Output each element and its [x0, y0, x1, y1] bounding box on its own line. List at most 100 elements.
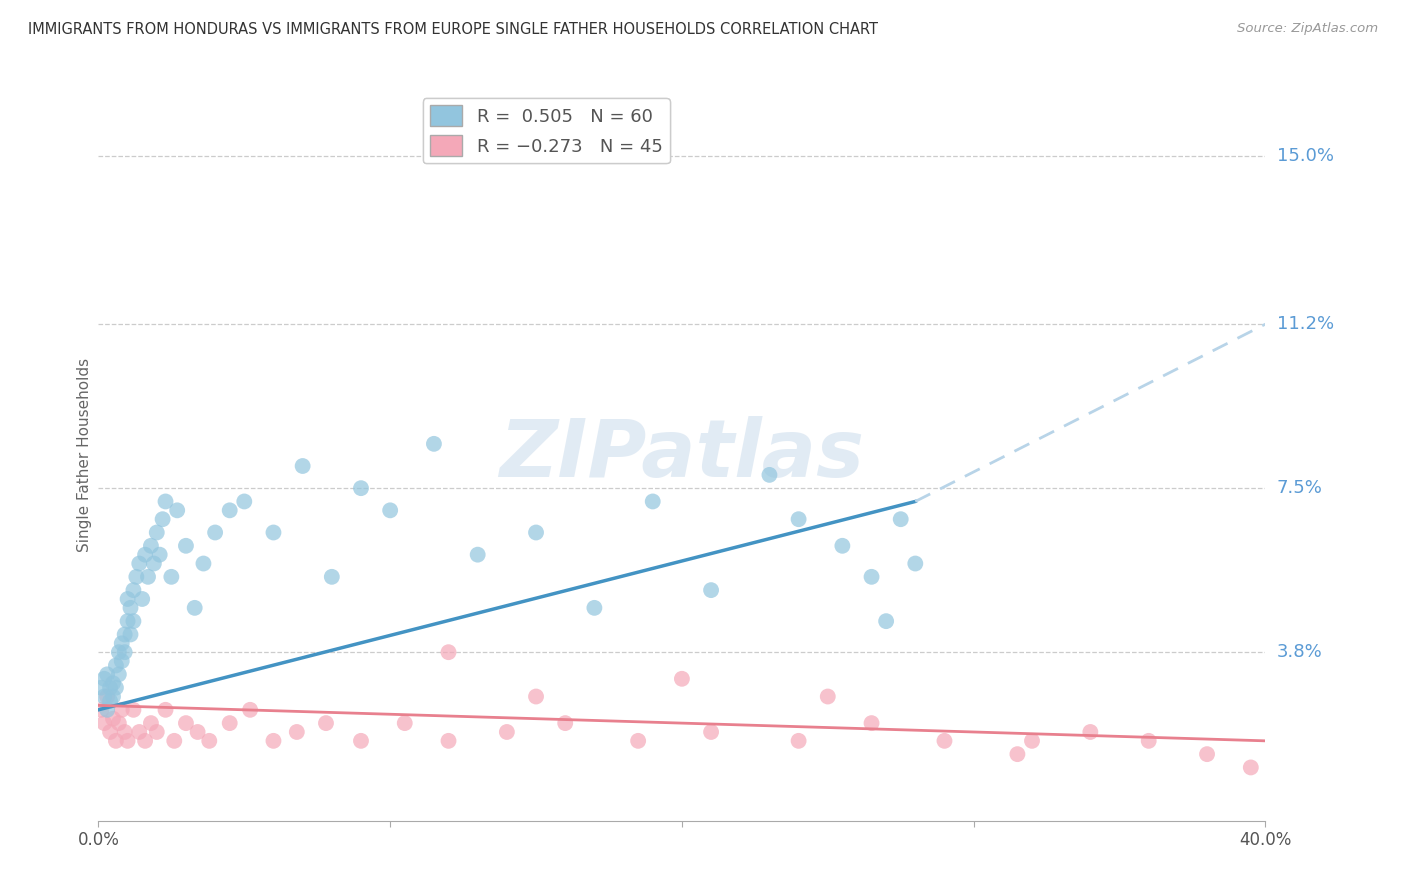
Point [904, 557, 927, 571]
Point [155, 703, 177, 717]
Point [291, 458, 314, 473]
Text: IMMIGRANTS FROM HONDURAS VS IMMIGRANTS FROM EUROPE SINGLE FATHER HOUSEHOLDS CORR: IMMIGRANTS FROM HONDURAS VS IMMIGRANTS F… [28, 22, 879, 37]
Point [700, 725, 723, 739]
Point [117, 734, 139, 748]
Point [96, 667, 118, 681]
Point [98, 694, 121, 708]
Point [98, 725, 121, 739]
Point [120, 600, 142, 615]
Point [108, 667, 131, 681]
Point [218, 716, 240, 731]
Point [321, 570, 343, 584]
Point [193, 557, 215, 571]
Point [93, 672, 115, 686]
Point [285, 725, 308, 739]
Point [114, 645, 136, 659]
Point [152, 512, 174, 526]
Point [117, 614, 139, 628]
Point [583, 600, 606, 615]
Point [1080, 725, 1102, 739]
Point [90, 681, 112, 695]
Point [136, 570, 159, 584]
Point [90, 703, 112, 717]
Point [1021, 734, 1043, 748]
Point [111, 654, 134, 668]
Point [104, 658, 127, 673]
Point [1007, 747, 1029, 761]
Point [128, 557, 150, 571]
Point [104, 734, 127, 748]
Point [671, 672, 693, 686]
Point [700, 583, 723, 598]
Text: 11.2%: 11.2% [1277, 315, 1334, 333]
Point [350, 734, 373, 748]
Point [437, 645, 460, 659]
Point [1195, 747, 1218, 761]
Point [163, 734, 186, 748]
Point [149, 548, 172, 562]
Point [122, 614, 145, 628]
Point [817, 690, 839, 704]
Point [378, 503, 402, 517]
Point [524, 690, 547, 704]
Text: Source: ZipAtlas.com: Source: ZipAtlas.com [1237, 22, 1378, 36]
Point [758, 467, 780, 482]
Point [198, 734, 221, 748]
Point [1137, 734, 1160, 748]
Point [174, 539, 197, 553]
Y-axis label: Single Father Households: Single Father Households [77, 358, 91, 552]
Point [239, 703, 262, 717]
Point [98, 681, 121, 695]
Point [204, 525, 226, 540]
Point [890, 512, 912, 526]
Point [125, 570, 148, 584]
Point [187, 725, 209, 739]
Point [108, 645, 131, 659]
Point [134, 734, 156, 748]
Point [860, 716, 883, 731]
Point [183, 600, 205, 615]
Text: ZIPatlas: ZIPatlas [499, 416, 865, 494]
Point [262, 525, 284, 540]
Point [155, 494, 177, 508]
Point [93, 690, 115, 704]
Point [93, 716, 115, 731]
Point [641, 494, 664, 508]
Point [120, 627, 142, 641]
Point [166, 503, 188, 517]
Point [524, 525, 547, 540]
Point [139, 716, 162, 731]
Point [627, 734, 650, 748]
Point [233, 494, 256, 508]
Point [160, 570, 183, 584]
Point [437, 734, 460, 748]
Point [104, 681, 127, 695]
Text: 15.0%: 15.0% [1277, 146, 1333, 165]
Point [262, 734, 284, 748]
Point [114, 627, 136, 641]
Point [101, 676, 124, 690]
Point [142, 557, 165, 571]
Point [831, 539, 853, 553]
Point [122, 703, 145, 717]
Point [423, 437, 446, 451]
Point [131, 592, 153, 607]
Point [174, 716, 197, 731]
Point [101, 690, 124, 704]
Point [1240, 760, 1263, 774]
Point [96, 703, 118, 717]
Point [111, 636, 134, 650]
Point [122, 583, 145, 598]
Point [96, 690, 118, 704]
Point [495, 725, 517, 739]
Point [315, 716, 337, 731]
Point [117, 592, 139, 607]
Point [146, 525, 169, 540]
Point [787, 734, 810, 748]
Point [139, 539, 162, 553]
Text: 7.5%: 7.5% [1277, 479, 1323, 497]
Point [128, 725, 150, 739]
Point [146, 725, 169, 739]
Point [860, 570, 883, 584]
Legend: R =  0.505   N = 60, R = −0.273   N = 45: R = 0.505 N = 60, R = −0.273 N = 45 [423, 98, 669, 163]
